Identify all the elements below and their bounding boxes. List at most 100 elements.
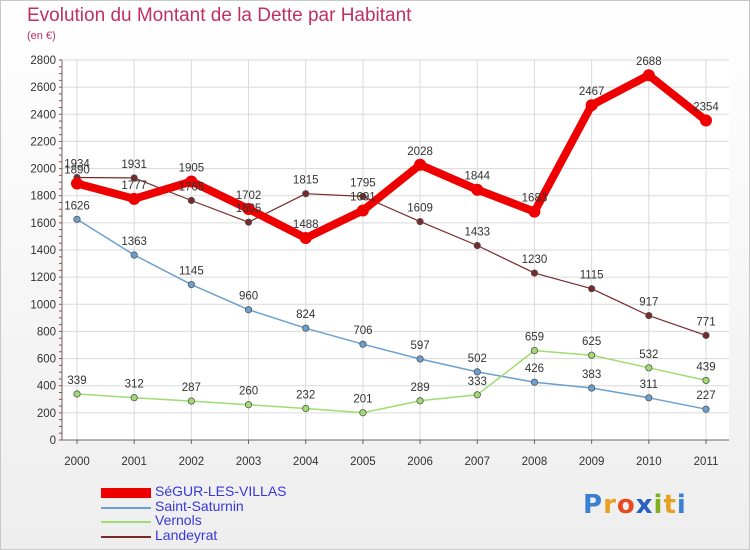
x-tick-label: 2009 — [579, 456, 605, 468]
data-label: 1605 — [236, 203, 262, 215]
logo-letter: r — [603, 490, 617, 520]
data-label: 2354 — [693, 102, 719, 114]
data-label: 260 — [239, 386, 258, 398]
data-point — [473, 368, 481, 376]
data-label: 1363 — [121, 236, 147, 248]
y-tick-label: 1000 — [30, 299, 56, 311]
data-label: 1890 — [64, 165, 90, 177]
data-label: 917 — [639, 297, 658, 309]
legend-swatch — [101, 521, 151, 523]
logo-letter: i — [653, 490, 664, 520]
data-label: 1115 — [580, 270, 604, 282]
data-label: 312 — [125, 379, 144, 391]
data-label: 960 — [239, 291, 258, 303]
series-line — [73, 71, 710, 243]
legend-label: SéGUR-LES-VILLAS — [155, 483, 287, 499]
data-point — [645, 364, 653, 372]
y-tick-label: 2400 — [30, 109, 56, 121]
logo-letter: o — [616, 490, 636, 520]
data-label: 1765 — [179, 181, 205, 193]
y-tick-label: 1600 — [30, 218, 56, 230]
data-point — [302, 324, 310, 332]
data-label: 383 — [582, 369, 601, 381]
data-point — [185, 175, 198, 188]
data-label: 1815 — [293, 175, 319, 187]
data-label: 333 — [468, 376, 487, 388]
series-line — [76, 218, 707, 410]
x-tick-label: 2006 — [407, 456, 433, 468]
data-label: 227 — [696, 390, 715, 402]
data-label: 1844 — [464, 171, 490, 183]
data-label: 706 — [353, 325, 372, 337]
proxiti-logo: Proxiti — [583, 490, 687, 520]
x-tick-label: 2000 — [64, 456, 90, 468]
y-tick-label: 400 — [37, 381, 56, 393]
data-label: 2467 — [579, 86, 605, 98]
y-tick-label: 2800 — [30, 55, 56, 67]
data-point — [473, 391, 481, 399]
x-tick-label: 2001 — [121, 456, 147, 468]
legend-swatch — [101, 506, 151, 509]
y-tick-label: 0 — [50, 435, 56, 447]
data-point — [588, 285, 596, 293]
data-label: 1488 — [293, 219, 319, 231]
data-point — [700, 114, 712, 127]
data-label: 426 — [525, 363, 544, 375]
data-point — [187, 196, 195, 205]
x-tick-label: 2004 — [293, 456, 319, 468]
data-label: 2028 — [407, 146, 433, 158]
data-point — [302, 190, 310, 198]
data-point — [530, 269, 539, 277]
data-point — [187, 397, 195, 405]
data-label: 597 — [410, 340, 429, 352]
data-point — [359, 192, 367, 200]
data-label: 502 — [468, 353, 487, 365]
logo-letter: x — [635, 490, 654, 520]
data-label: 659 — [525, 332, 544, 344]
data-point — [528, 205, 541, 218]
data-label: 1905 — [179, 162, 205, 174]
data-label: 771 — [696, 316, 715, 328]
data-point — [130, 251, 138, 259]
data-point — [642, 69, 655, 82]
data-point — [702, 376, 710, 385]
legend-label: Vernols — [155, 512, 202, 528]
data-point — [244, 306, 253, 314]
logo-letter: i — [676, 490, 687, 520]
data-label: 287 — [182, 382, 201, 394]
data-point — [359, 340, 367, 348]
data-label: 1230 — [522, 254, 548, 266]
data-point — [73, 390, 81, 398]
data-point — [302, 404, 310, 413]
data-label: 439 — [696, 361, 715, 373]
data-label: 1795 — [350, 177, 376, 189]
data-label: 1609 — [407, 203, 433, 215]
data-point — [471, 183, 484, 196]
data-point — [244, 401, 253, 409]
data-point — [130, 394, 138, 402]
data-point — [645, 311, 653, 320]
data-label: 339 — [67, 375, 86, 387]
y-tick-label: 1400 — [30, 245, 56, 257]
data-point — [702, 405, 710, 413]
data-point — [530, 378, 539, 386]
data-label: 1145 — [179, 266, 204, 278]
legend-label: Saint-Saturnin — [155, 497, 244, 514]
data-point — [416, 355, 424, 363]
data-label: 625 — [582, 336, 601, 348]
legend-swatch — [101, 535, 151, 538]
data-point — [299, 232, 312, 245]
data-label: 1626 — [64, 200, 90, 212]
data-point — [244, 218, 253, 226]
data-point — [588, 384, 596, 392]
y-tick-label: 2600 — [30, 82, 56, 94]
x-tick-label: 2002 — [179, 456, 205, 468]
y-tick-label: 2000 — [30, 164, 56, 176]
x-tick-label: 2011 — [694, 456, 719, 468]
x-tick-label: 2007 — [464, 456, 490, 468]
data-point — [187, 281, 195, 289]
x-tick-label: 2008 — [522, 456, 548, 468]
data-point — [130, 174, 138, 182]
